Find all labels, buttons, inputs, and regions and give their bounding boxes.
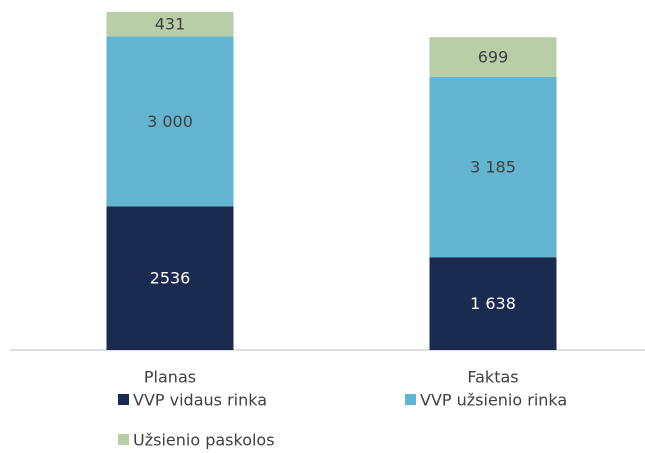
data-label: 431 bbox=[155, 15, 186, 34]
x-tick-label: Planas bbox=[144, 368, 196, 387]
legend-label: VVP vidaus rinka bbox=[133, 391, 267, 410]
data-label: 2536 bbox=[150, 269, 191, 288]
legend-swatch bbox=[118, 394, 129, 405]
bar-segment bbox=[106, 12, 234, 37]
data-label: 3 185 bbox=[470, 158, 516, 177]
data-label: 699 bbox=[478, 48, 509, 67]
data-label: 3 000 bbox=[147, 112, 193, 131]
bar-segment bbox=[429, 37, 557, 77]
bar-segment bbox=[106, 206, 234, 350]
legend-label: Užsienio paskolos bbox=[133, 431, 275, 450]
bar-segment bbox=[106, 36, 234, 207]
x-tick-label: Faktas bbox=[467, 368, 518, 387]
bar-segment bbox=[429, 257, 557, 350]
legend-swatch bbox=[118, 434, 129, 445]
legend-label: VVP užsienio rinka bbox=[420, 391, 567, 410]
legend-swatch bbox=[405, 394, 416, 405]
data-label: 1 638 bbox=[470, 294, 516, 313]
bar-segment bbox=[429, 76, 557, 258]
